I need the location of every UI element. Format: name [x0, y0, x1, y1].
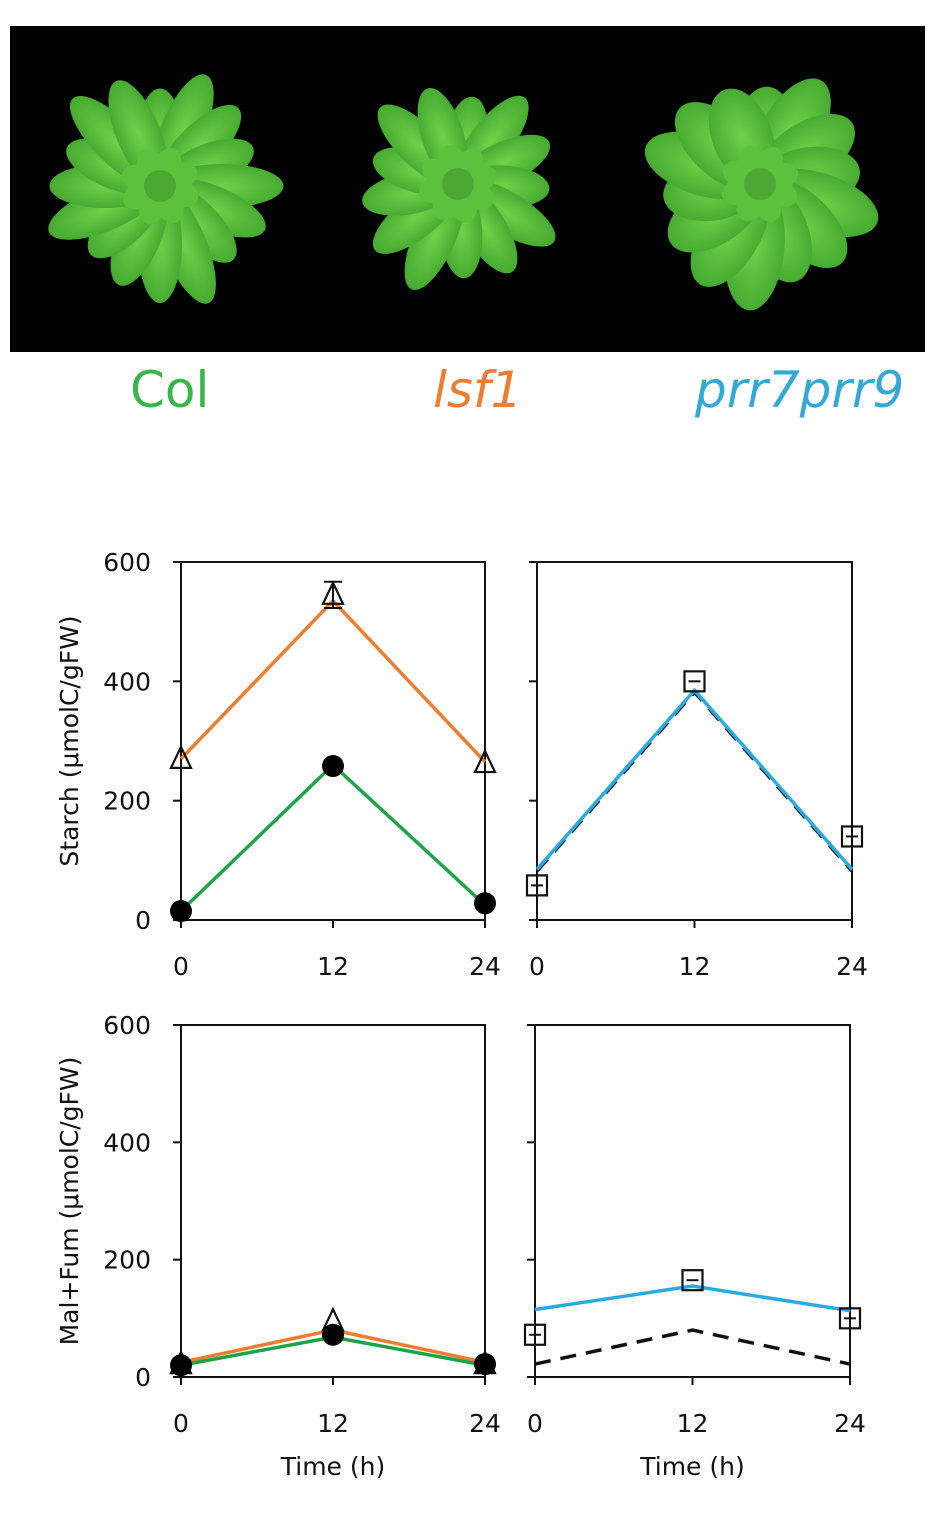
series-line-0 [534, 1328, 851, 1366]
marker-circle [322, 1323, 344, 1346]
marker-triangle [169, 744, 193, 770]
y-axis-title: Starch (μmolC/gFW) [55, 615, 84, 866]
y-tick-label: 200 [103, 1246, 151, 1275]
y-tick-label: 600 [103, 1011, 151, 1040]
y-axis-title: Mal+Fum (μmolC/gFW) [55, 1057, 84, 1346]
marker-square [523, 1323, 547, 1346]
y-tick-label: 400 [103, 1128, 151, 1157]
x-tick-label: 12 [317, 1409, 349, 1438]
y-tick-label: 600 [103, 548, 151, 577]
series-line-0 [179, 598, 487, 764]
y-tick-label: 0 [135, 1363, 151, 1392]
x-tick-label: 0 [173, 952, 189, 981]
x-tick-label: 0 [173, 1409, 189, 1438]
chart-panel-bottom-left: 0 200 400 600 0 12 24 Mal+Fum (μmolC/gFW) Time (… [55, 1011, 501, 1481]
marker-circle [170, 900, 192, 923]
genotype-label-lsf1: lsf1 [433, 361, 523, 419]
marker-square [525, 874, 549, 897]
series-line-1 [534, 1284, 851, 1313]
col-plant-icon [48, 74, 284, 304]
series-line-0 [535, 689, 854, 873]
x-tick-label: 12 [677, 1409, 709, 1438]
marker-square [683, 670, 706, 693]
x-axis-title: Time (h) [639, 1452, 744, 1481]
plot-frame [536, 561, 853, 921]
x-tick-label: 24 [836, 952, 868, 981]
series-line-1 [535, 687, 854, 871]
x-tick-label: 12 [679, 952, 711, 981]
marker-square [838, 1307, 862, 1330]
marker-circle [322, 755, 344, 778]
prr7prr9-plant-icon [644, 78, 879, 311]
x-tick-label: 24 [834, 1409, 866, 1438]
marker-circle [474, 1353, 496, 1376]
lsf1-plant-icon [362, 88, 556, 290]
x-axis-title: Time (h) [280, 1452, 385, 1481]
x-tick-label: 24 [469, 1409, 501, 1438]
y-tick-label: 200 [103, 787, 151, 816]
x-tick-label: 0 [527, 1409, 543, 1438]
rosette-plants-photo [10, 26, 925, 352]
series-line-1 [179, 762, 487, 913]
plot-frame [534, 1024, 851, 1378]
y-tick-label: 0 [135, 906, 151, 935]
chart-panel-top-left: 0 200 400 600 0 12 24 Starch (μmolC/gFW) [55, 548, 501, 981]
x-tick-label: 0 [529, 952, 545, 981]
marker-circle [474, 892, 496, 915]
genotype-label-prr7prr9: prr7prr9 [695, 361, 905, 419]
y-tick-label: 400 [103, 667, 151, 696]
chart-panel-top-right: 0 12 24 [525, 561, 868, 981]
chart-panel-bottom-right: 0 12 24 Time (h) [523, 1024, 866, 1481]
genotype-label-col: Col [130, 361, 210, 419]
marker-circle [170, 1354, 192, 1377]
x-tick-label: 24 [469, 952, 501, 981]
marker-triangle [473, 748, 497, 774]
rosette-plants-illustration [48, 74, 879, 311]
marker-square [681, 1269, 704, 1292]
marker-triangle [321, 580, 345, 605]
marker-square [840, 825, 864, 848]
x-tick-label: 12 [317, 952, 349, 981]
